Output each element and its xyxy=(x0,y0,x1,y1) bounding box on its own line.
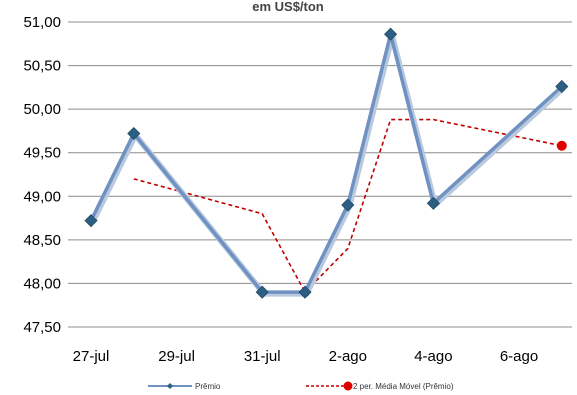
x-axis-ticks: 27-jul 29-jul 31-jul 2-ago 4-ago 6-ago xyxy=(73,348,539,365)
y-tick-label: 47,50 xyxy=(23,319,61,336)
data-point-marker xyxy=(298,285,312,299)
x-tick-label: 31-jul xyxy=(244,348,281,365)
legend-marker-premio xyxy=(167,383,173,389)
legend-label-moving-average: 2 per. Média Móvel (Prêmio) xyxy=(353,382,454,391)
y-tick-label: 50,50 xyxy=(23,58,61,75)
y-tick-label: 50,00 xyxy=(23,101,61,118)
y-tick-label: 48,00 xyxy=(23,275,61,292)
data-point-marker xyxy=(384,27,398,41)
x-tick-label: 29-jul xyxy=(158,348,195,365)
series-line-premio xyxy=(89,32,563,294)
y-tick-label: 48,50 xyxy=(23,232,61,249)
x-tick-label: 2-ago xyxy=(329,348,367,365)
y-tick-label: 49,00 xyxy=(23,188,61,205)
x-tick-label: 4-ago xyxy=(414,348,452,365)
series-layer xyxy=(84,27,569,299)
y-axis-ticks: 47,50 48,00 48,50 49,00 49,50 50,00 50,50 51,00 xyxy=(23,14,61,336)
data-point-marker xyxy=(255,285,269,299)
x-tick-label: 27-jul xyxy=(73,348,110,365)
data-point-marker xyxy=(426,196,440,210)
y-tick-label: 51,00 xyxy=(23,14,61,31)
series-line-shadow xyxy=(89,32,566,297)
gridlines xyxy=(68,21,572,328)
data-point-marker xyxy=(84,214,98,228)
moving-average-end-marker xyxy=(556,140,567,151)
y-tick-label: 49,50 xyxy=(23,145,61,162)
chart-title: em US$/ton xyxy=(252,0,324,14)
legend-label-premio: Prêmio xyxy=(195,382,221,391)
data-point-marker xyxy=(341,198,355,212)
series-line-moving-average xyxy=(133,118,562,294)
data-point-marker xyxy=(127,126,141,141)
data-point-marker xyxy=(555,79,569,94)
legend: Prêmio 2 per. Média Móvel (Prêmio) xyxy=(148,381,454,391)
x-tick-label: 6-ago xyxy=(500,348,538,365)
legend-marker-moving-average xyxy=(343,381,353,391)
